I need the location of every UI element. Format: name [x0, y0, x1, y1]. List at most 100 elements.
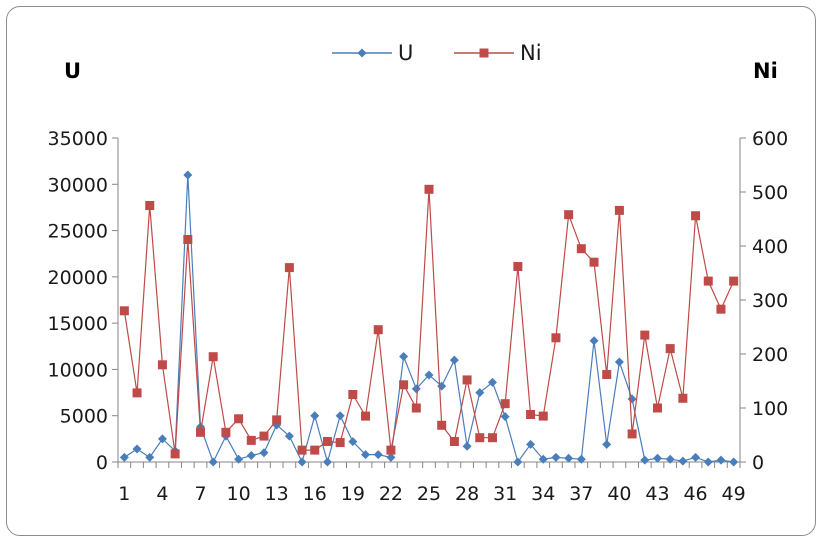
ni-data-point: [627, 429, 637, 439]
u-data-point: [564, 453, 574, 463]
ni-data-point: [640, 330, 650, 340]
x-tick-label: 37: [569, 483, 593, 505]
ni-data-point: [170, 449, 180, 459]
u-data-point: [576, 454, 586, 464]
u-data-point: [589, 336, 599, 346]
u-data-point: [335, 411, 345, 421]
u-data-point: [500, 412, 510, 422]
legend-label: U: [398, 41, 413, 65]
u-data-point: [640, 455, 650, 465]
series-layer: [119, 170, 739, 467]
ni-data-point: [183, 235, 193, 245]
ni-data-point: [513, 262, 523, 272]
y-right-tick-label: 100: [752, 398, 788, 420]
y-right-tick-label: 0: [752, 452, 764, 474]
u-data-point: [716, 455, 726, 465]
ni-data-point: [652, 403, 662, 413]
legend-item-ni: Ni: [454, 41, 542, 65]
axes: 0 5000 10000 15000 20000 25000 30000 35000 0 100 2…: [48, 128, 789, 505]
ni-data-point: [487, 433, 497, 443]
ni-data-point: [157, 360, 167, 370]
ni-data-point: [208, 352, 218, 362]
ni-data-point: [132, 388, 142, 398]
legend-label: Ni: [520, 41, 542, 65]
u-data-point: [665, 454, 675, 464]
x-tick-label: 40: [607, 483, 631, 505]
legend: U Ni: [332, 41, 542, 65]
u-data-point: [487, 377, 497, 387]
x-tick-label: 7: [194, 483, 206, 505]
ni-data-point: [538, 411, 548, 421]
ni-data-point: [361, 411, 371, 421]
legend-item-u: U: [332, 41, 413, 65]
u-data-point: [399, 351, 409, 361]
u-series-line: [124, 174, 734, 465]
y-left-tick-label: 5000: [60, 406, 108, 428]
u-data-point: [157, 434, 167, 444]
u-data-point: [297, 457, 307, 467]
y-left-tick-label: 10000: [48, 359, 108, 381]
ni-data-point: [589, 257, 599, 267]
u-data-point: [183, 170, 193, 180]
u-data-point: [361, 450, 371, 460]
u-data-point: [357, 48, 367, 58]
u-data-point: [703, 457, 713, 467]
ni-data-point: [234, 414, 244, 424]
ni-data-point: [221, 427, 231, 437]
ni-data-point: [602, 370, 612, 380]
ni-data-point: [246, 435, 256, 445]
ni-data-point: [411, 403, 421, 413]
x-tick-label: 4: [156, 483, 168, 505]
u-data-point: [462, 441, 472, 451]
ni-data-point: [145, 201, 155, 210]
ni-data-point: [297, 445, 307, 455]
ni-data-point: [691, 211, 701, 221]
ni-data-point: [716, 304, 726, 314]
x-tick-label: 28: [455, 483, 479, 505]
u-data-point: [691, 452, 701, 462]
ni-data-point: [348, 390, 358, 399]
ni-data-point: [119, 306, 129, 316]
x-tick-label: 25: [417, 483, 441, 505]
u-data-point: [145, 452, 155, 462]
ni-data-point: [335, 438, 345, 448]
y-left-tick-label: 35000: [48, 128, 108, 150]
u-data-point: [513, 457, 523, 467]
u-data-point: [678, 456, 688, 466]
u-data-point: [729, 457, 739, 467]
u-data-point: [424, 370, 434, 380]
u-data-point: [411, 384, 421, 394]
ni-data-point: [272, 415, 282, 425]
u-data-point: [475, 388, 485, 398]
ni-data-point: [576, 244, 586, 254]
x-tick-label: 1: [118, 483, 130, 505]
u-data-point: [652, 453, 662, 463]
y-right-tick-label: 600: [752, 128, 788, 150]
ni-data-point: [526, 409, 536, 419]
u-data-point: [284, 431, 294, 441]
u-data-point: [551, 452, 561, 462]
u-data-point: [246, 451, 256, 461]
u-data-point: [373, 450, 383, 460]
u-data-point: [132, 444, 142, 454]
x-tick-label: 13: [265, 483, 289, 505]
ni-data-point: [449, 436, 459, 446]
ni-data-point: [703, 276, 713, 286]
ni-data-point: [259, 431, 269, 441]
ni-data-point: [479, 48, 489, 58]
u-data-point: [310, 411, 320, 421]
ni-data-point: [665, 344, 675, 354]
ni-data-point: [564, 210, 574, 220]
y-left-tick-label: 30000: [48, 174, 108, 196]
ni-data-point: [373, 325, 383, 335]
y-right-tick-label: 200: [752, 344, 788, 366]
y-left-tick-label: 25000: [48, 221, 108, 243]
x-tick-label: 34: [531, 483, 555, 505]
ni-data-point: [729, 276, 739, 286]
u-data-point: [208, 457, 218, 467]
x-tick-label: 49: [722, 483, 746, 505]
series-u: [119, 170, 739, 467]
y-left-tick-label: 15000: [48, 313, 108, 335]
u-data-point: [234, 454, 244, 464]
